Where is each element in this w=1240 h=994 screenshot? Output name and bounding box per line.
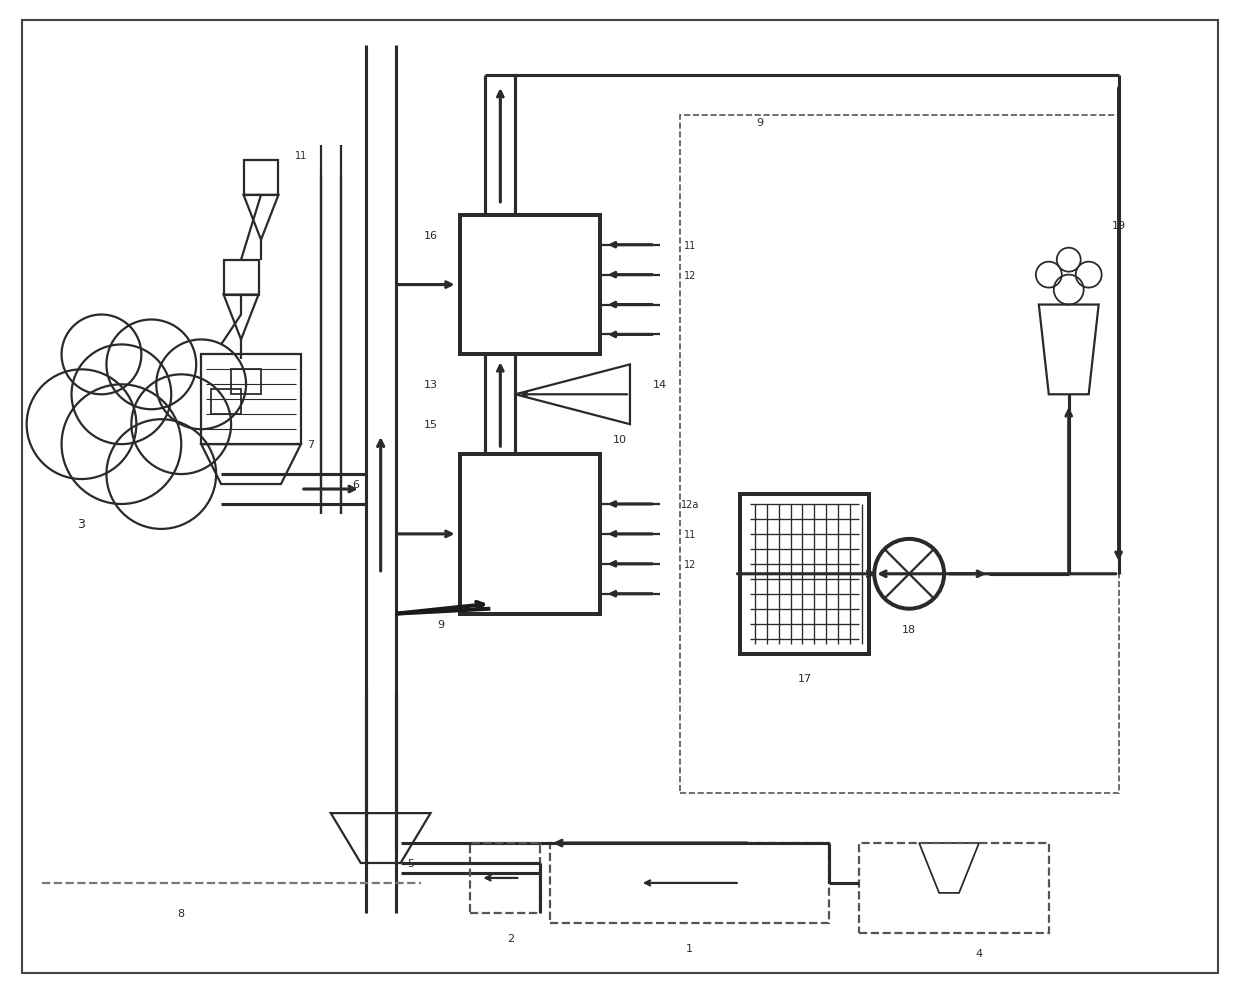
Text: 11: 11 <box>295 151 308 161</box>
Text: 6: 6 <box>352 479 360 489</box>
Text: 15: 15 <box>424 419 438 429</box>
Text: 4: 4 <box>976 947 982 958</box>
Text: 13: 13 <box>424 380 438 390</box>
Text: 16: 16 <box>424 231 438 241</box>
Text: 3: 3 <box>78 518 86 531</box>
Text: 11: 11 <box>683 241 696 250</box>
Text: 5: 5 <box>407 858 414 868</box>
Text: 2: 2 <box>507 932 513 943</box>
Text: 17: 17 <box>797 674 811 684</box>
Text: 12: 12 <box>683 270 696 280</box>
Text: 19: 19 <box>1111 221 1126 231</box>
Text: 12: 12 <box>683 560 696 570</box>
Text: 18: 18 <box>903 624 916 634</box>
Text: 11: 11 <box>683 530 696 540</box>
Text: 8: 8 <box>177 908 185 917</box>
Text: 12a: 12a <box>681 499 699 510</box>
Text: 7: 7 <box>308 439 315 449</box>
Text: 9: 9 <box>756 118 763 128</box>
Text: 10: 10 <box>613 434 627 444</box>
Text: 1: 1 <box>686 942 693 953</box>
Text: 14: 14 <box>652 380 667 390</box>
Text: 9: 9 <box>436 619 444 629</box>
